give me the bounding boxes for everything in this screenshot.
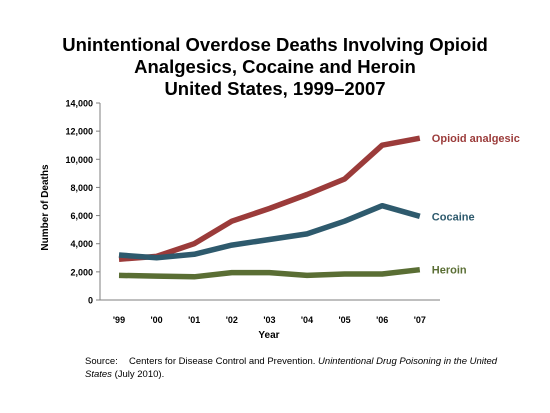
x-tick-label: '01	[188, 315, 200, 325]
y-tick-label: 0	[88, 296, 93, 306]
series-label-3: Heroin	[432, 265, 467, 277]
x-tick-label: '00	[151, 315, 163, 325]
source-label: Source:	[85, 356, 118, 367]
y-tick-label: 2,000	[70, 267, 93, 277]
y-tick-label: 6,000	[70, 211, 93, 221]
source-note: Source: Centers for Disease Control and P…	[85, 355, 525, 381]
source-text: Centers for Disease Control and Preventi…	[129, 356, 319, 367]
x-tick-label: '06	[376, 315, 388, 325]
x-tick-label: '99	[113, 315, 125, 325]
series-label-2: Cocaine	[432, 211, 475, 223]
x-axis-title: Year	[258, 330, 279, 341]
y-axis-title: Number of Deaths	[40, 164, 51, 251]
title-line-1: Unintentional Overdose Deaths Involving …	[62, 34, 488, 55]
x-tick-label: '07	[414, 315, 426, 325]
title-line-2: Analgesics, Cocaine and Heroin	[134, 56, 416, 77]
y-tick-label: 8,000	[70, 183, 93, 193]
source-date: (July 2010).	[111, 369, 165, 380]
x-tick-label: '05	[339, 315, 351, 325]
y-tick-label: 14,000	[65, 99, 93, 109]
y-tick-label: 4,000	[70, 239, 93, 249]
x-tick-label: '04	[301, 315, 313, 325]
series-line-3	[118, 266, 421, 280]
chart-title: Unintentional Overdose Deaths Involving …	[0, 34, 550, 100]
x-tick-label: '02	[226, 315, 238, 325]
y-tick-label: 12,000	[65, 127, 93, 137]
y-tick-label: 10,000	[65, 155, 93, 165]
series-line-2	[118, 202, 421, 261]
source-publication: Unintentional Drug Poisoning in the Unit…	[85, 356, 498, 380]
series-label-1: Opioid analgesic	[432, 133, 520, 145]
title-line-3: United States, 1999–2007	[164, 78, 386, 99]
series-line-1	[118, 135, 421, 262]
x-tick-label: '03	[263, 315, 275, 325]
